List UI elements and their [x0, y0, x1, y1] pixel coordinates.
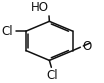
Text: Cl: Cl [2, 25, 13, 38]
Text: HO: HO [31, 1, 49, 14]
Text: O: O [83, 40, 92, 53]
Text: Cl: Cl [46, 69, 58, 82]
